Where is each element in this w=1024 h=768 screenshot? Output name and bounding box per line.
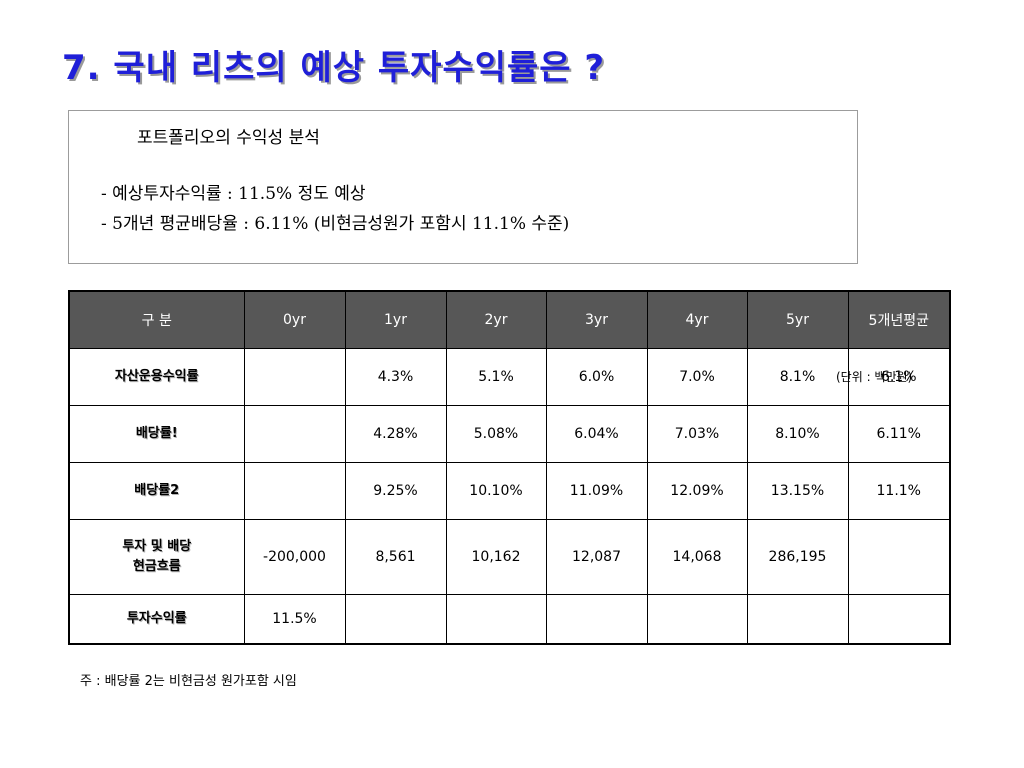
table-row: 투자 및 배당 현금흐름 -200,000 8,561 10,162 12,08…: [68, 518, 951, 595]
table-row: 배당률! 4.28% 5.08% 6.04% 7.03% 8.10% 6.11%: [68, 404, 951, 463]
table-cell: 8,561: [344, 518, 447, 595]
table-cell: 286,195: [746, 518, 849, 595]
table-header-cell: 구 분: [68, 290, 245, 349]
table-cell: -200,000: [243, 518, 346, 595]
returns-table: 구 분 0yr 1yr 2yr 3yr 4yr 5yr 5개년평균 자산운용수익…: [68, 290, 951, 645]
table-cell: 9.25%: [344, 461, 447, 520]
table-cell: [847, 593, 951, 645]
table-header-row: 구 분 0yr 1yr 2yr 3yr 4yr 5yr 5개년평균: [68, 290, 951, 349]
row-label: 투자수익률: [68, 593, 245, 645]
table-cell: 5.1%: [445, 347, 547, 406]
table-cell: 11.1%: [847, 461, 951, 520]
table-header-cell: 1yr: [344, 290, 447, 349]
table-cell: 6.11%: [847, 404, 951, 463]
table-cell: [445, 593, 547, 645]
table-cell: [746, 593, 849, 645]
table-header-cell: 0yr: [243, 290, 346, 349]
table-cell: 4.3%: [344, 347, 447, 406]
table-cell: 7.03%: [646, 404, 748, 463]
table-cell: 11.09%: [545, 461, 648, 520]
table-header-cell: 5yr: [746, 290, 849, 349]
table-header-cell: 2yr: [445, 290, 547, 349]
table-cell: 4.28%: [344, 404, 447, 463]
row-label: 배당률2: [68, 461, 245, 520]
table-cell: [344, 593, 447, 645]
row-label: 자산운용수익률: [68, 347, 245, 406]
table-cell: 6.0%: [545, 347, 648, 406]
table-cell: 12,087: [545, 518, 648, 595]
table-cell: 8.1%: [746, 347, 849, 406]
table-cell: 7.0%: [646, 347, 748, 406]
table-cell: [646, 593, 748, 645]
table-row: 배당률2 9.25% 10.10% 11.09% 12.09% 13.15% 1…: [68, 461, 951, 520]
table-cell: 13.15%: [746, 461, 849, 520]
table-cell: [847, 518, 951, 595]
unit-note: (단위 : 백만원): [836, 370, 913, 384]
table-header-cell: 4yr: [646, 290, 748, 349]
footnote: 주 : 배당률 2는 비현금성 원가포함 시임: [80, 674, 297, 689]
summary-line-dividend-average: - 5개년 평균배당율 : 6.11% (비현금성원가 포함시 11.1% 수준…: [101, 214, 570, 234]
table-cell: 5.08%: [445, 404, 547, 463]
table-cell: 6.1%: [847, 347, 951, 406]
table-cell: 10,162: [445, 518, 547, 595]
table-cell: [545, 593, 648, 645]
table-cell: 6.04%: [545, 404, 648, 463]
table-cell: [243, 461, 346, 520]
table-row: 자산운용수익률 4.3% 5.1% 6.0% 7.0% 8.1% 6.1%: [68, 347, 951, 406]
table-cell: 8.10%: [746, 404, 849, 463]
summary-heading: 포트폴리오의 수익성 분석: [137, 128, 320, 148]
table-row: 투자수익률 11.5%: [68, 593, 951, 645]
table-cell: 11.5%: [243, 593, 346, 645]
table-cell: 14,068: [646, 518, 748, 595]
table-cell: 12.09%: [646, 461, 748, 520]
page-title: 7. 국내 리츠의 예상 투자수익률은 ?: [62, 48, 606, 88]
row-label: 배당률!: [68, 404, 245, 463]
table-cell: 10.10%: [445, 461, 547, 520]
summary-box: 포트폴리오의 수익성 분석 - 예상투자수익률 : 11.5% 정도 예상 - …: [68, 110, 858, 264]
table-cell: [243, 347, 346, 406]
table-cell: [243, 404, 346, 463]
row-label: 투자 및 배당 현금흐름: [68, 518, 245, 595]
table-header-cell: 3yr: [545, 290, 648, 349]
table-header-cell: 5개년평균: [847, 290, 951, 349]
summary-line-expected-return: - 예상투자수익률 : 11.5% 정도 예상: [101, 184, 366, 204]
